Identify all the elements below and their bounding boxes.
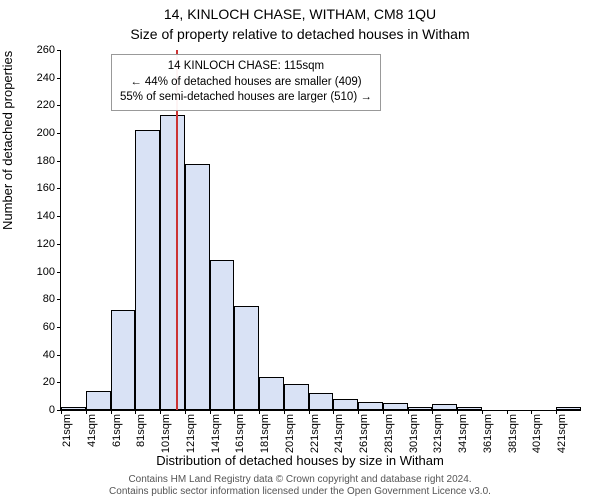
ytick-mark: [57, 50, 61, 51]
ytick-mark: [57, 272, 61, 273]
histogram-bar: [86, 391, 111, 410]
histogram-bar: [259, 377, 284, 410]
histogram-bar: [185, 164, 210, 410]
histogram-bar: [210, 260, 235, 410]
footer-line-2: Contains public sector information licen…: [0, 486, 600, 498]
ytick-mark: [57, 188, 61, 189]
xtick-label: 241sqm: [333, 414, 345, 453]
ytick-label: 100: [37, 266, 55, 278]
xtick-label: 101sqm: [160, 414, 172, 453]
ytick-mark: [57, 105, 61, 106]
ytick-label: 40: [43, 349, 55, 361]
ytick-mark: [57, 244, 61, 245]
histogram-bar: [383, 403, 408, 410]
ytick-label: 60: [43, 321, 55, 333]
histogram-bar: [457, 407, 482, 410]
chart-title-main: 14, KINLOCH CHASE, WITHAM, CM8 1QU: [0, 6, 600, 22]
xtick-label: 121sqm: [185, 414, 197, 453]
ytick-label: 0: [49, 404, 55, 416]
xtick-label: 281sqm: [383, 414, 395, 453]
annotation-line-1: 14 KINLOCH CHASE: 115sqm: [120, 59, 372, 75]
histogram-bar: [408, 407, 433, 410]
annotation-line-2: ← 44% of detached houses are smaller (40…: [120, 75, 372, 91]
plot-area: 02040608010012014016018020022024026021sq…: [60, 50, 581, 411]
ytick-label: 220: [37, 99, 55, 111]
ytick-label: 200: [37, 127, 55, 139]
xtick-label: 341sqm: [457, 414, 469, 453]
x-axis-label: Distribution of detached houses by size …: [0, 453, 600, 468]
ytick-mark: [57, 133, 61, 134]
xtick-label: 381sqm: [507, 414, 519, 453]
xtick-label: 141sqm: [210, 414, 222, 453]
histogram-bar: [135, 130, 160, 410]
histogram-bar: [432, 404, 457, 410]
y-axis-label: Number of detached properties: [0, 51, 15, 230]
ytick-label: 260: [37, 44, 55, 56]
histogram-bar: [284, 384, 309, 410]
histogram-bar: [61, 407, 86, 410]
annotation-box: 14 KINLOCH CHASE: 115sqm ← 44% of detach…: [111, 54, 381, 111]
ytick-mark: [57, 216, 61, 217]
histogram-bar: [111, 310, 136, 410]
histogram-bar: [556, 407, 581, 410]
ytick-label: 140: [37, 210, 55, 222]
ytick-label: 240: [37, 72, 55, 84]
ytick-label: 80: [43, 293, 55, 305]
ytick-label: 20: [43, 376, 55, 388]
xtick-label: 321sqm: [432, 414, 444, 453]
ytick-mark: [57, 78, 61, 79]
xtick-label: 401sqm: [531, 414, 543, 453]
ytick-mark: [57, 355, 61, 356]
ytick-label: 120: [37, 238, 55, 250]
xtick-label: 161sqm: [234, 414, 246, 453]
histogram-bar: [358, 402, 383, 410]
xtick-label: 81sqm: [135, 414, 147, 447]
xtick-label: 201sqm: [284, 414, 296, 453]
ytick-mark: [57, 327, 61, 328]
ytick-mark: [57, 382, 61, 383]
xtick-label: 41sqm: [86, 414, 98, 447]
ytick-label: 180: [37, 155, 55, 167]
xtick-label: 61sqm: [111, 414, 123, 447]
annotation-line-3: 55% of semi-detached houses are larger (…: [120, 90, 372, 106]
xtick-label: 301sqm: [408, 414, 420, 453]
ytick-label: 160: [37, 182, 55, 194]
xtick-label: 261sqm: [358, 414, 370, 453]
xtick-label: 221sqm: [309, 414, 321, 453]
ytick-mark: [57, 161, 61, 162]
ytick-mark: [57, 299, 61, 300]
histogram-bar: [309, 393, 334, 410]
histogram-bar: [160, 115, 185, 410]
xtick-label: 421sqm: [556, 414, 568, 453]
footer-line-1: Contains HM Land Registry data © Crown c…: [0, 474, 600, 486]
xtick-label: 21sqm: [61, 414, 73, 447]
footer: Contains HM Land Registry data © Crown c…: [0, 474, 600, 498]
histogram-bar: [234, 306, 259, 410]
xtick-label: 181sqm: [259, 414, 271, 453]
chart-title-sub: Size of property relative to detached ho…: [0, 26, 600, 42]
histogram-bar: [333, 399, 358, 410]
xtick-label: 361sqm: [482, 414, 494, 453]
